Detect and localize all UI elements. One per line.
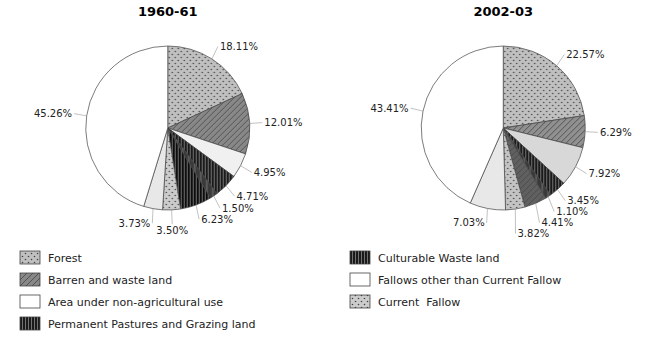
legend: Culturable Waste land Fallows other than … [350,251,561,309]
data-label: 12.01% [264,117,302,128]
data-label: 3.50% [156,225,188,236]
data-label: 3.82% [517,228,549,239]
data-label: 1.10% [556,206,588,217]
data-label: 4.41% [541,217,573,228]
data-label: 4.71% [236,191,268,202]
chart-title: 1960-61 [138,4,198,19]
legend-entry: Barren and waste land [48,274,172,287]
legend-swatch [20,295,40,308]
legend-swatch [350,295,370,308]
leader-line [196,205,199,219]
leader-line [171,210,173,224]
leader-line [74,114,87,116]
pie-chart: 1960-61 18.11% 12.01% 4.95% 4.71%1.50%6.23% 3… [20,4,303,331]
leader-line [548,197,554,212]
legend-swatch [20,317,40,330]
legend-swatch [20,273,40,286]
pie-slice [421,46,503,203]
legend-entry: Culturable Waste land [378,252,500,265]
slices [86,46,250,210]
legend-entry: Area under non-agricultural use [48,296,223,309]
leader-line [226,186,234,196]
leader-line [212,46,218,58]
leader-line [536,203,540,222]
data-label: 7.92% [589,168,621,179]
pie-slice [86,46,168,206]
chart-title: 2002-03 [473,4,533,19]
data-label: 3.73% [119,218,151,229]
legend-swatch [20,251,40,264]
leader-line [515,209,516,233]
legend-swatch [350,273,370,286]
data-label: 3.45% [567,195,599,206]
data-label: 6.29% [600,127,632,138]
leader-line [557,190,565,201]
legend-entry: Current Fallow [378,296,460,309]
leader-line [486,208,488,222]
legend-swatch [350,251,370,264]
slices [421,46,585,210]
legend-entry: Fallows other than Current Fallow [378,274,561,287]
leader-line [411,108,423,111]
leader-line [250,122,263,124]
legend: Forest Barren and waste land Area under no… [20,251,256,331]
data-label: 1.50% [222,203,254,214]
data-label: 4.95% [254,167,286,178]
legend-entry: Forest [48,252,82,265]
chart-root: 1960-61 18.11% 12.01% 4.95% 4.71%1.50%6.23% 3… [0,0,671,349]
data-label: 18.11% [220,41,258,52]
data-label: 22.57% [566,49,604,60]
leader-line [241,166,252,173]
leader-line [576,167,587,174]
data-label: 6.23% [201,214,233,225]
data-labels: 22.57% 6.29% 7.92% 3.45%1.10%4.41%3.82% 7.03… [370,49,631,239]
leader-line [557,55,565,66]
data-labels: 18.11% 12.01% 4.95% 4.71%1.50%6.23% 3.50% 3.7… [34,41,303,236]
legend-entry: Permanent Pastures and Grazing land [48,318,256,331]
data-label: 45.26% [34,108,72,119]
data-label: 43.41% [370,103,408,114]
leader-line [214,196,220,208]
data-label: 7.03% [453,217,485,228]
pie-slice [503,128,525,210]
leader-line [585,131,598,133]
pie-chart: 2002-03 22.57% 6.29% 7.92% 3.45%1.10%4.41%3.… [350,4,632,309]
leader-line [152,209,154,224]
